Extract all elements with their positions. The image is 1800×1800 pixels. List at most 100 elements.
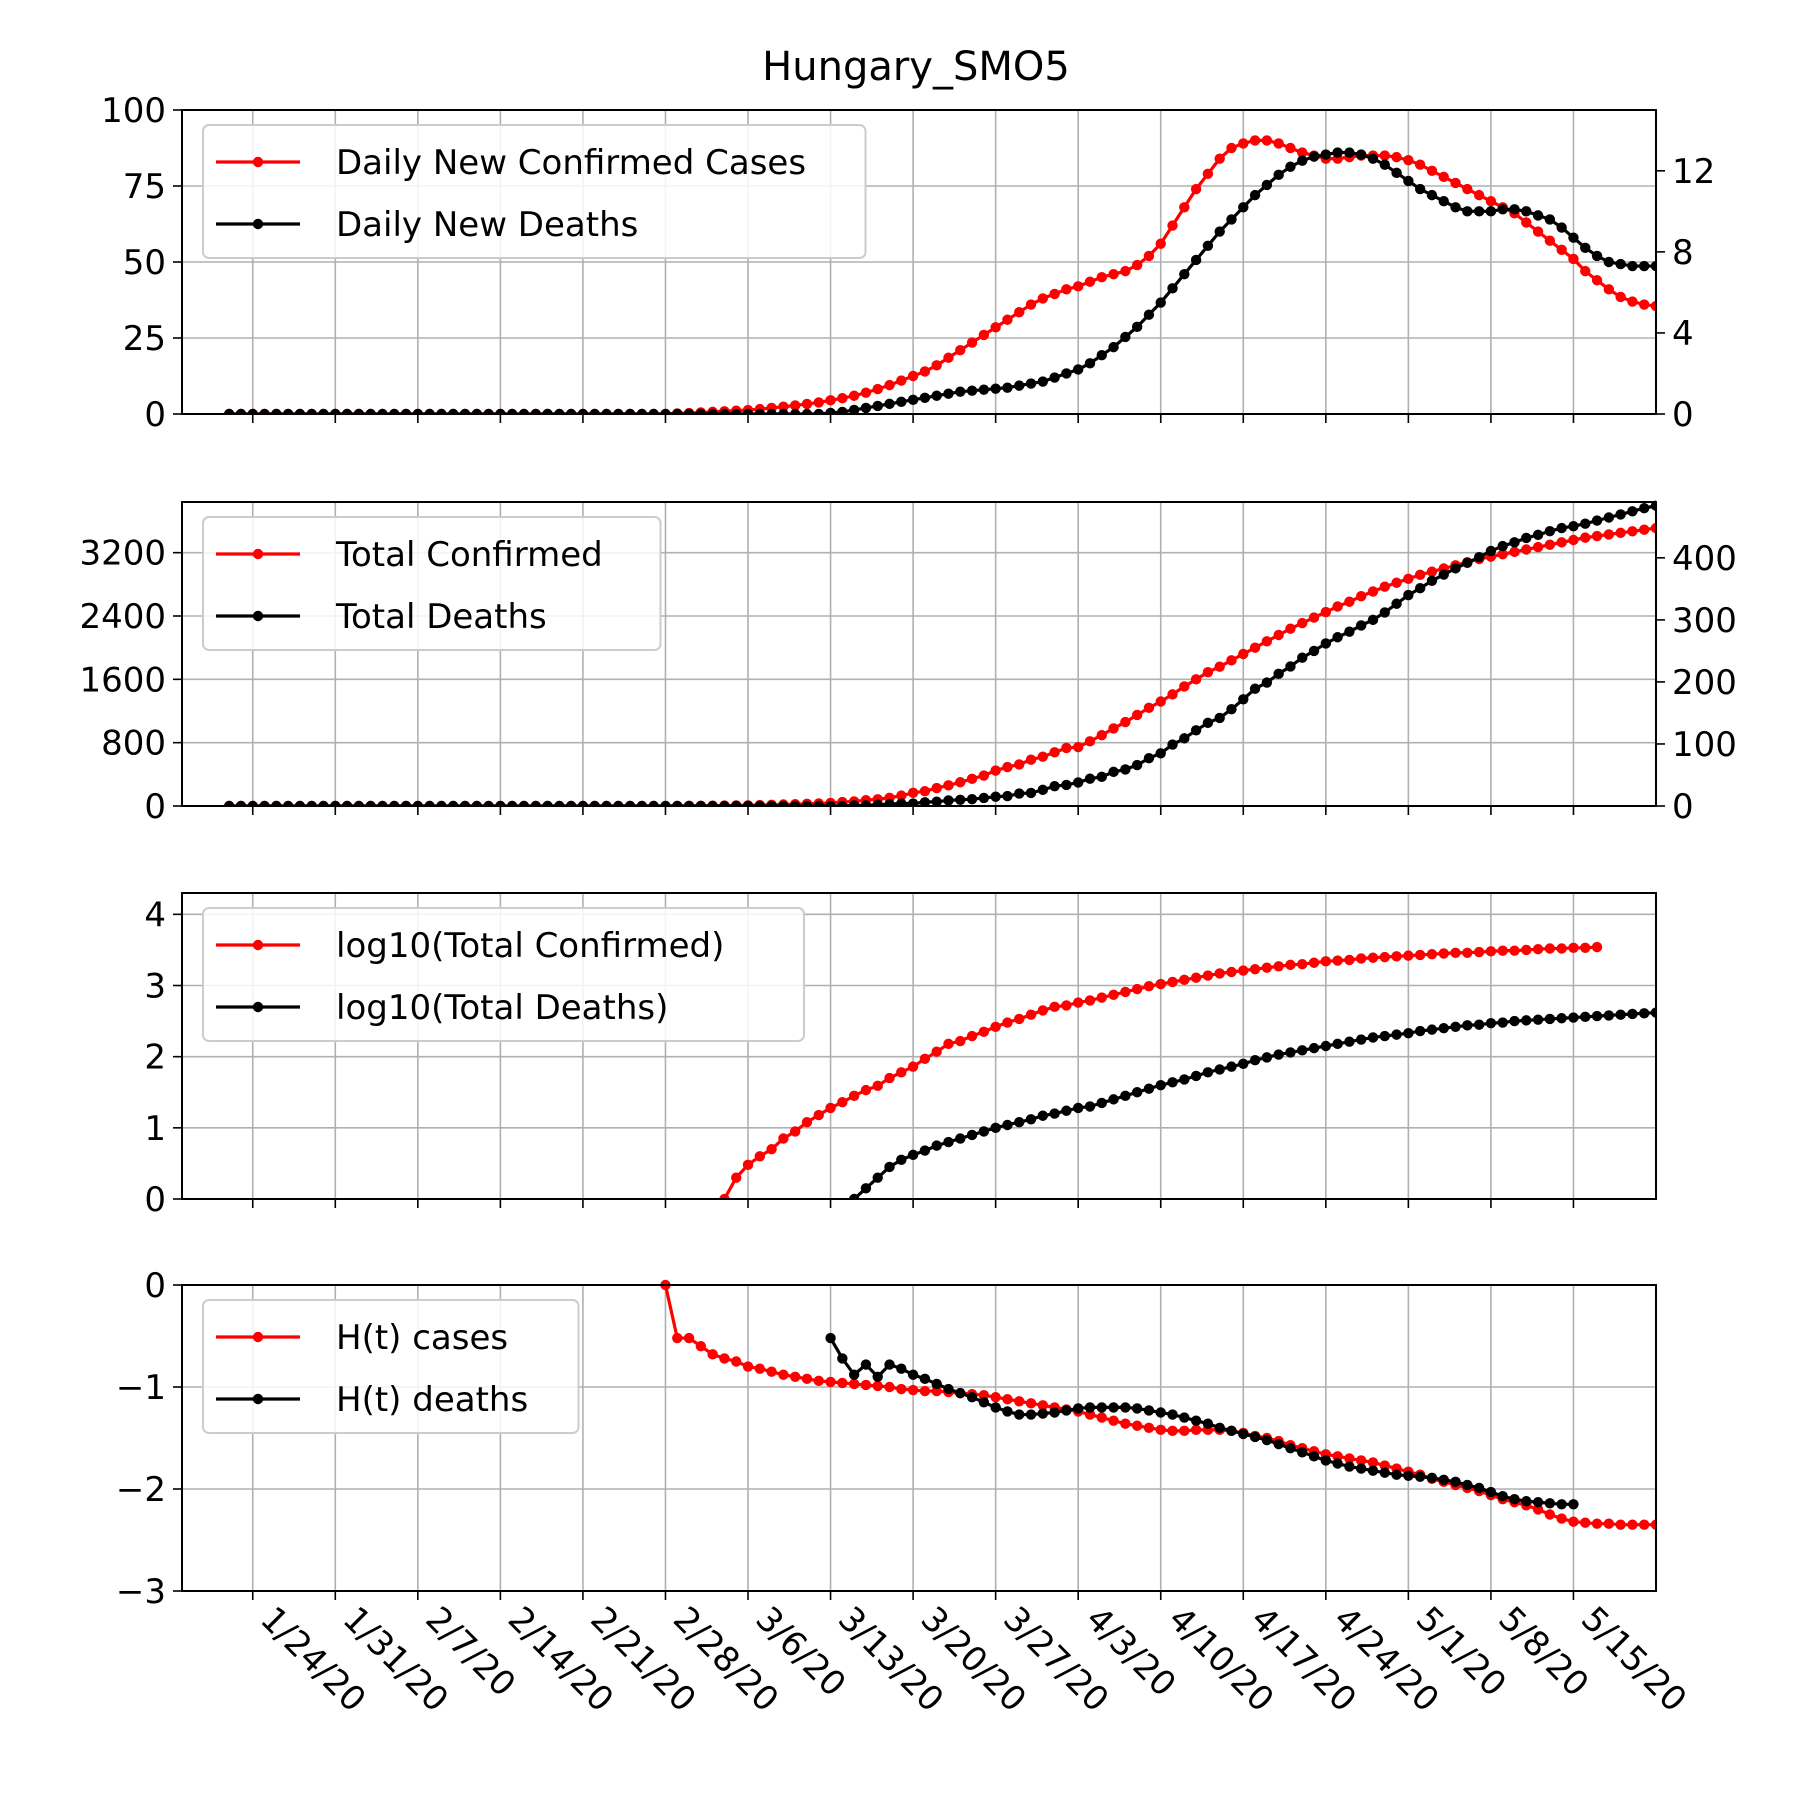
legend-label: log10(Total Deaths) (336, 988, 668, 1028)
data-point (789, 408, 801, 414)
data-point (860, 1084, 872, 1096)
data-point (1108, 766, 1119, 778)
data-point (978, 384, 990, 395)
data-point (1297, 1045, 1308, 1056)
data-point (931, 360, 942, 371)
data-point (884, 1359, 895, 1370)
data-point (813, 800, 824, 806)
data-point (1049, 372, 1060, 383)
data-point (1261, 135, 1273, 146)
data-point (1202, 667, 1214, 678)
data-point (1603, 1518, 1615, 1529)
data-point (1521, 1015, 1532, 1026)
data-point (1108, 1402, 1119, 1413)
data-point (1615, 258, 1626, 270)
data-point (1261, 179, 1273, 191)
data-point (271, 800, 282, 806)
data-point (1438, 1474, 1449, 1486)
data-point (1367, 586, 1379, 597)
data-point (1002, 1394, 1013, 1405)
legend: log10(Total Confirmed) log10(Total Deaths… (202, 907, 805, 1042)
data-point (1568, 942, 1579, 953)
data-point (636, 800, 648, 806)
data-point (1650, 500, 1656, 511)
data-point (1226, 142, 1237, 154)
data-point (1414, 1025, 1426, 1037)
data-point (1273, 138, 1284, 149)
data-point (1509, 204, 1520, 215)
data-point (1096, 1412, 1107, 1423)
data-point (978, 329, 990, 341)
data-point (1014, 1013, 1025, 1025)
data-point (1438, 569, 1449, 580)
data-point (1049, 288, 1060, 300)
data-point (1568, 534, 1579, 546)
data-point (695, 1341, 707, 1352)
data-point (1485, 946, 1497, 957)
data-point (731, 800, 742, 806)
data-point (1049, 747, 1060, 758)
data-point (1391, 1469, 1402, 1480)
data-point (1202, 240, 1214, 251)
data-point (247, 408, 258, 414)
y2-tick-label: 300 (1672, 601, 1737, 641)
legend-label: Daily New Confirmed Cases (336, 143, 806, 183)
data-point (1120, 1402, 1131, 1413)
data-point (1190, 1424, 1202, 1436)
data-point (896, 790, 907, 801)
data-point (719, 800, 730, 806)
data-point (636, 408, 648, 414)
data-point (919, 1385, 931, 1397)
data-point (848, 1090, 860, 1102)
data-point (1167, 1077, 1178, 1088)
data-point (1249, 1055, 1261, 1066)
data-point (1120, 331, 1131, 343)
data-point (1438, 1023, 1449, 1034)
legend-label: H(t) cases (336, 1318, 508, 1358)
data-point (1179, 1412, 1190, 1423)
data-point (1131, 983, 1143, 995)
data-point (1580, 518, 1591, 529)
data-point (837, 1377, 848, 1389)
data-point (1556, 1013, 1567, 1024)
data-point (742, 800, 754, 806)
data-point (1273, 1438, 1284, 1450)
data-point (1155, 297, 1166, 308)
data-point (448, 800, 459, 806)
data-point (1167, 1409, 1178, 1420)
data-point (801, 1116, 813, 1128)
data-point (330, 800, 341, 806)
data-point (1710, 302, 1720, 312)
data-point (1261, 962, 1273, 973)
data-point (1002, 1017, 1013, 1028)
data-point (1473, 552, 1485, 563)
data-point (1521, 1496, 1532, 1507)
data-point (943, 1038, 954, 1050)
data-point (1167, 739, 1178, 750)
panel-1: 0 25 50 75 100 0 4 8 12 Daily New Confirmed Cases… (101, 91, 1720, 435)
data-point (1014, 306, 1025, 318)
data-point (1379, 1467, 1390, 1478)
data-point (683, 408, 695, 414)
data-point (1497, 540, 1508, 552)
data-point (754, 1363, 766, 1374)
data-point (1273, 1049, 1284, 1060)
data-point (1403, 1027, 1414, 1039)
data-point (613, 800, 624, 806)
legend-marker (252, 1331, 264, 1343)
data-point (966, 1129, 978, 1141)
data-point (341, 800, 353, 806)
y-tick-label: 100 (101, 91, 166, 131)
y-tick-label: 0 (144, 395, 166, 435)
data-point (483, 408, 494, 414)
data-point (1603, 284, 1615, 295)
data-point (907, 787, 919, 798)
y-tick-label: 2400 (79, 597, 166, 637)
data-point (848, 390, 860, 401)
data-point (1403, 1470, 1414, 1481)
data-point (789, 800, 801, 806)
data-point (1450, 947, 1461, 958)
data-point (1190, 725, 1202, 736)
legend: Total Confirmed Total Deaths (202, 516, 662, 651)
y-tick-label: 75 (123, 167, 166, 207)
